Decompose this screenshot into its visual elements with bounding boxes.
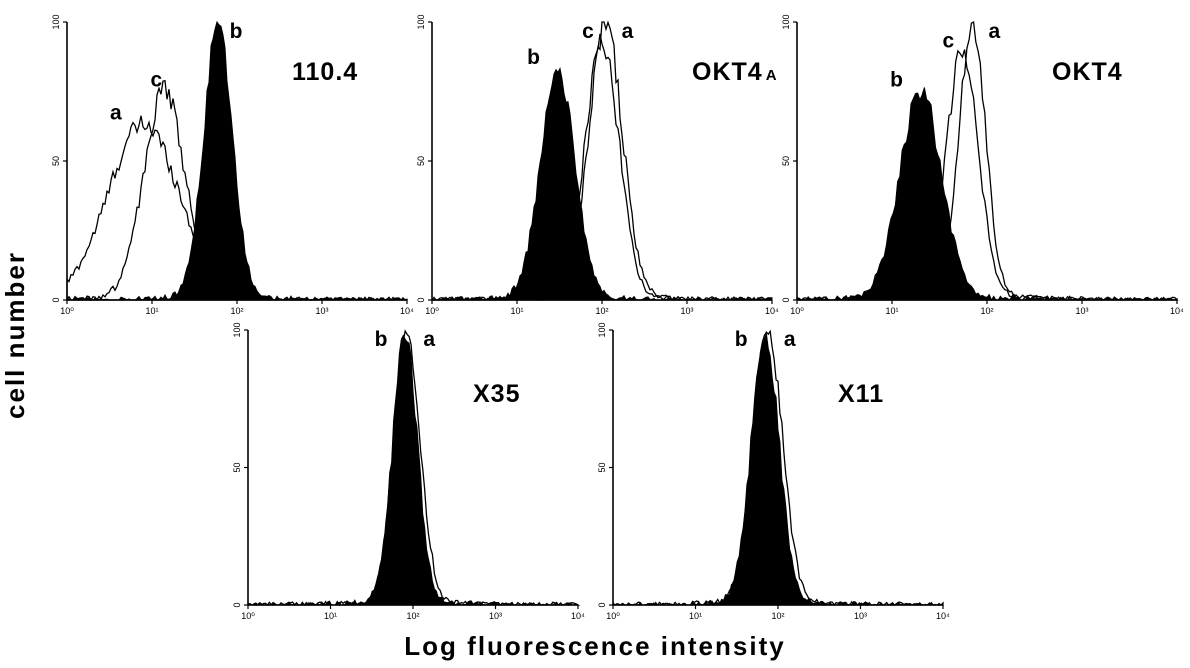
y-tick-label: 0 xyxy=(781,297,791,302)
histogram-panel: b a 10⁰ 10¹ 10² 10³ 10⁴ 0 50 100 X11 xyxy=(597,322,950,621)
y-tick-label: 50 xyxy=(232,462,242,472)
x-tick-label: 10² xyxy=(595,306,608,316)
x-tick-label: 10² xyxy=(230,306,243,316)
series-b-curve xyxy=(612,333,943,606)
x-tick-label: 10⁰ xyxy=(606,611,620,621)
curve-label-a: a xyxy=(988,20,1000,43)
series-c-curve xyxy=(796,49,1179,302)
y-tick-label: 100 xyxy=(781,14,791,29)
panel-title: X35 xyxy=(473,380,520,408)
series-b-curve xyxy=(431,67,773,302)
x-tick-label: 10¹ xyxy=(145,306,158,316)
y-tick-label: 0 xyxy=(416,297,426,302)
y-tick-label: 100 xyxy=(597,322,607,337)
histogram-panel: b c a 10⁰ 10¹ 10² 10³ 10⁴ 0 50 100 OKT4 xyxy=(781,14,1184,316)
x-tick-label: 10⁴ xyxy=(1170,306,1184,316)
x-tick-label: 10² xyxy=(771,611,784,621)
histogram-panel: b c a 10⁰ 10¹ 10² 10³ 10⁴ 0 50 100 OKT4 A xyxy=(416,14,779,316)
x-tick-label: 10⁴ xyxy=(936,611,950,621)
x-tick-label: 10³ xyxy=(315,306,328,316)
x-axis-title: Log fluorescence intensity xyxy=(404,631,785,661)
curve-label-b: b xyxy=(375,328,388,351)
curve-label-b: b xyxy=(890,68,903,91)
y-tick-label: 100 xyxy=(51,14,61,29)
x-tick-label: 10³ xyxy=(680,306,693,316)
curve-label-b: b xyxy=(527,46,540,69)
histogram-panel: b a c 10⁰ 10¹ 10² 10³ 10⁴ 0 50 100 110.4 xyxy=(51,14,414,316)
curve-label-a: a xyxy=(110,102,122,125)
x-tick-label: 10² xyxy=(980,306,993,316)
y-tick-label: 50 xyxy=(597,462,607,472)
x-tick-label: 10¹ xyxy=(689,611,702,621)
curve-label-c: c xyxy=(151,68,163,91)
x-tick-label: 10⁴ xyxy=(571,611,585,621)
x-tick-label: 10³ xyxy=(1075,306,1088,316)
y-tick-label: 50 xyxy=(416,156,426,166)
x-tick-label: 10¹ xyxy=(885,306,898,316)
y-axis-title: cell number xyxy=(0,251,30,419)
histogram-panel: b a 10⁰ 10¹ 10² 10³ 10⁴ 0 50 100 X35 xyxy=(232,322,585,621)
series-b-curve xyxy=(796,87,1178,302)
curve-label-a: a xyxy=(423,328,435,351)
curve-label-a: a xyxy=(784,328,796,351)
curve-label-c: c xyxy=(942,29,954,52)
y-tick-label: 0 xyxy=(232,602,242,607)
panel-title: OKT4 xyxy=(1052,58,1123,86)
series-c-curve xyxy=(66,79,408,302)
x-tick-label: 10⁰ xyxy=(241,611,255,621)
x-tick-label: 10⁰ xyxy=(60,306,74,316)
curve-label-a: a xyxy=(622,20,634,43)
x-tick-label: 10² xyxy=(406,611,419,621)
x-tick-label: 10¹ xyxy=(510,306,523,316)
y-tick-label: 100 xyxy=(232,322,242,337)
y-tick-label: 0 xyxy=(597,602,607,607)
x-tick-label: 10³ xyxy=(489,611,502,621)
y-tick-label: 50 xyxy=(51,156,61,166)
x-tick-label: 10¹ xyxy=(324,611,337,621)
x-tick-label: 10⁰ xyxy=(425,306,439,316)
x-tick-label: 10⁰ xyxy=(790,306,804,316)
curve-label-c: c xyxy=(582,20,594,43)
panel-title: X11 xyxy=(838,380,884,408)
y-tick-label: 50 xyxy=(781,156,791,166)
panel-title-suffix: A xyxy=(766,67,778,84)
x-tick-label: 10³ xyxy=(854,611,867,621)
y-tick-label: 100 xyxy=(416,14,426,29)
x-tick-label: 10⁴ xyxy=(400,306,414,316)
x-tick-label: 10⁴ xyxy=(765,306,779,316)
series-a-curve xyxy=(430,20,772,302)
curve-label-b: b xyxy=(230,20,243,43)
series-b-curve xyxy=(247,334,579,606)
y-tick-label: 0 xyxy=(51,297,61,302)
panel-title: 110.4 xyxy=(292,58,358,86)
curve-label-b: b xyxy=(735,328,748,351)
panel-title: OKT4 A xyxy=(692,58,778,86)
